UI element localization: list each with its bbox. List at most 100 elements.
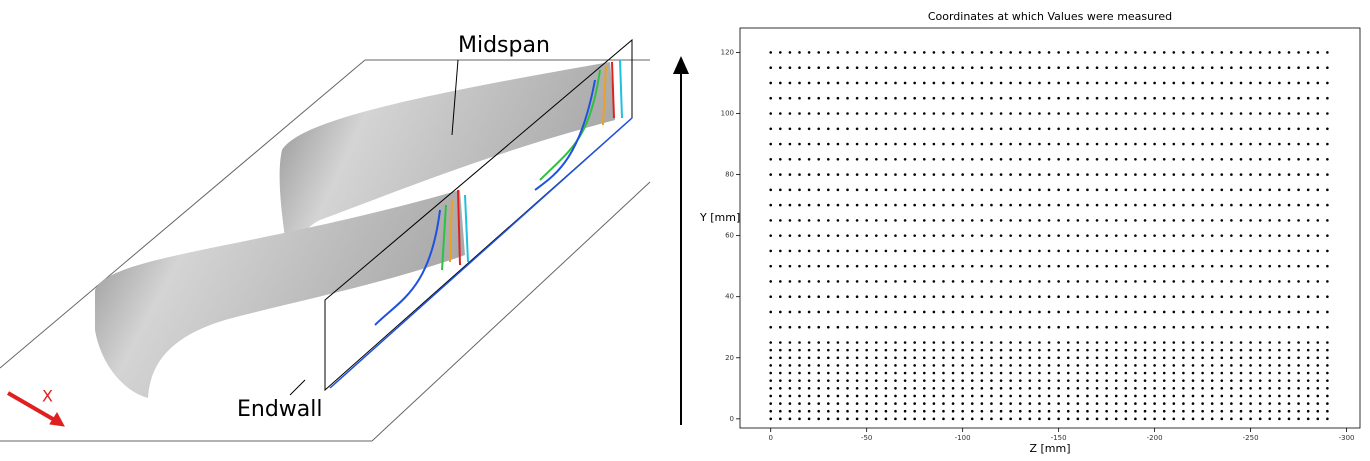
point bbox=[846, 395, 849, 398]
point bbox=[865, 250, 868, 253]
point bbox=[856, 410, 859, 413]
point bbox=[971, 410, 974, 413]
point bbox=[837, 418, 840, 421]
point bbox=[1096, 295, 1099, 298]
point bbox=[1316, 341, 1319, 344]
point bbox=[1048, 402, 1051, 405]
point bbox=[769, 326, 772, 329]
point bbox=[1048, 387, 1051, 390]
point bbox=[1000, 51, 1003, 54]
point bbox=[933, 379, 936, 382]
point bbox=[1029, 410, 1032, 413]
point bbox=[1077, 189, 1080, 192]
point bbox=[1173, 356, 1176, 359]
point bbox=[885, 127, 888, 130]
point bbox=[961, 379, 964, 382]
point bbox=[1144, 189, 1147, 192]
point bbox=[1220, 204, 1223, 207]
point bbox=[961, 158, 964, 161]
point bbox=[827, 234, 830, 237]
point bbox=[913, 280, 916, 283]
point bbox=[1316, 410, 1319, 413]
point bbox=[1307, 418, 1310, 421]
point bbox=[1163, 265, 1166, 268]
point bbox=[1096, 219, 1099, 222]
x-tick-label: -100 bbox=[955, 434, 971, 442]
point bbox=[798, 66, 801, 69]
point bbox=[1086, 326, 1089, 329]
point bbox=[846, 219, 849, 222]
point bbox=[837, 364, 840, 367]
point bbox=[1259, 250, 1262, 253]
point bbox=[885, 410, 888, 413]
point bbox=[1019, 410, 1022, 413]
point bbox=[1182, 143, 1185, 146]
point bbox=[1048, 410, 1051, 413]
point bbox=[817, 326, 820, 329]
point bbox=[875, 395, 878, 398]
point bbox=[1086, 280, 1089, 283]
point bbox=[1038, 326, 1041, 329]
point bbox=[1297, 387, 1300, 390]
point bbox=[990, 349, 993, 352]
point bbox=[1259, 372, 1262, 375]
point bbox=[1029, 158, 1032, 161]
point bbox=[1201, 395, 1204, 398]
point bbox=[1192, 379, 1195, 382]
point bbox=[1153, 372, 1156, 375]
point bbox=[856, 158, 859, 161]
point bbox=[769, 234, 772, 237]
point bbox=[913, 204, 916, 207]
point bbox=[913, 364, 916, 367]
point bbox=[1048, 143, 1051, 146]
point bbox=[798, 97, 801, 100]
point bbox=[1000, 189, 1003, 192]
point bbox=[875, 189, 878, 192]
point bbox=[779, 387, 782, 390]
point bbox=[1316, 143, 1319, 146]
point bbox=[779, 97, 782, 100]
point bbox=[846, 66, 849, 69]
point bbox=[1201, 66, 1204, 69]
point bbox=[1019, 418, 1022, 421]
point bbox=[827, 326, 830, 329]
point bbox=[1019, 379, 1022, 382]
point bbox=[1067, 341, 1070, 344]
point bbox=[1211, 280, 1214, 283]
point bbox=[942, 82, 945, 85]
point bbox=[1316, 349, 1319, 352]
point bbox=[1173, 127, 1176, 130]
point bbox=[1048, 379, 1051, 382]
point bbox=[1115, 173, 1118, 176]
point bbox=[971, 265, 974, 268]
point bbox=[1105, 387, 1108, 390]
point bbox=[808, 387, 811, 390]
point bbox=[1316, 295, 1319, 298]
point bbox=[1067, 395, 1070, 398]
point bbox=[1211, 127, 1214, 130]
point bbox=[913, 189, 916, 192]
point bbox=[798, 311, 801, 314]
point bbox=[1019, 265, 1022, 268]
point bbox=[1125, 250, 1128, 253]
point bbox=[961, 395, 964, 398]
point bbox=[971, 234, 974, 237]
point bbox=[846, 280, 849, 283]
point bbox=[1048, 364, 1051, 367]
point bbox=[1038, 395, 1041, 398]
point bbox=[1096, 364, 1099, 367]
point bbox=[1240, 311, 1243, 314]
point bbox=[837, 280, 840, 283]
point bbox=[1153, 158, 1156, 161]
point bbox=[1201, 356, 1204, 359]
point bbox=[990, 189, 993, 192]
point bbox=[856, 364, 859, 367]
point bbox=[1297, 295, 1300, 298]
point bbox=[1019, 326, 1022, 329]
y-tick-label: 100 bbox=[721, 109, 734, 117]
point bbox=[817, 127, 820, 130]
point bbox=[1297, 82, 1300, 85]
point bbox=[1268, 295, 1271, 298]
point bbox=[1278, 387, 1281, 390]
point bbox=[1077, 82, 1080, 85]
